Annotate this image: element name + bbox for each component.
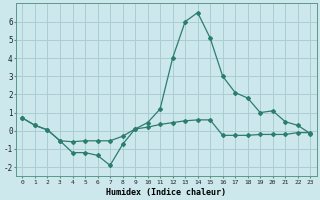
X-axis label: Humidex (Indice chaleur): Humidex (Indice chaleur) — [106, 188, 226, 197]
